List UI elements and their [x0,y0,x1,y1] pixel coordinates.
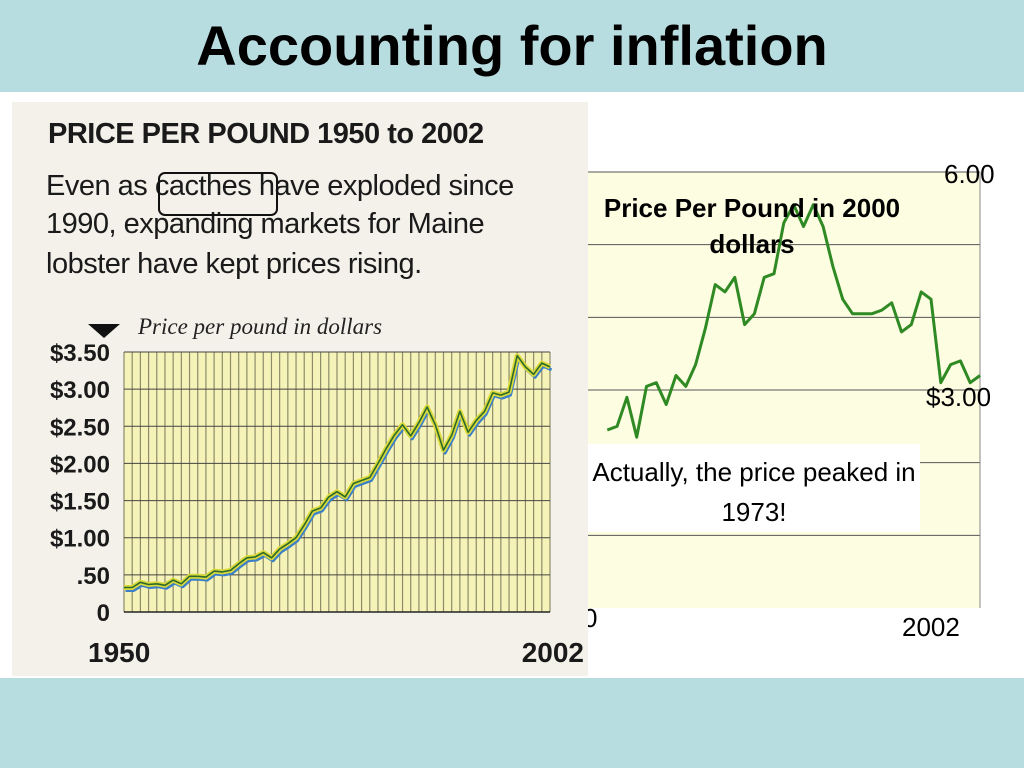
right-y-tick-label-mid: $3.00 [926,382,992,412]
peak-callout-box: Actually, the price peaked in 1973! [588,444,920,532]
left-y-tick-label: $1.50 [50,489,110,516]
slide-title: Accounting for inflation [196,14,828,77]
clipping-body-line: 1990, expanding markets for Maine [46,208,485,240]
left-series-line [124,354,551,589]
left-y-tick-label: $3.00 [50,377,110,404]
left-x-tick-label: 1950 [88,637,150,668]
right-y-tick-label-top: 6.00 [944,159,995,189]
right-series-line [606,203,981,439]
left-y-tick-label: .50 [77,563,110,590]
left-y-tick-label: $2.50 [50,414,110,441]
left-y-tick-label: $1.00 [50,526,110,553]
peak-callout-text: Actually, the price peaked in 1973! [592,457,916,527]
triangle-marker-icon [88,324,120,338]
left-y-tick-label: $3.50 [50,340,110,367]
bottom-band [0,678,1024,768]
highlight-box-cacthes [158,172,278,216]
left-y-tick-label: 0 [97,600,110,627]
clipping-body-line: lobster have kept prices rising. [46,248,422,280]
left-x-tick-label: 2002 [522,637,584,668]
clipping-chart-ylabel: Price per pound in dollars [138,314,383,339]
clipping-body-line: Even as cacthes have exploded since [46,170,514,202]
clipping-title: PRICE PER POUND 1950 to 2002 [48,118,484,150]
right-x-tick-label-right: 2002 [902,612,960,642]
right-chart-title: Price Per Pound in 2000 dollars [603,193,901,259]
left-y-tick-label: $2.00 [50,451,110,478]
title-band [0,0,1024,92]
